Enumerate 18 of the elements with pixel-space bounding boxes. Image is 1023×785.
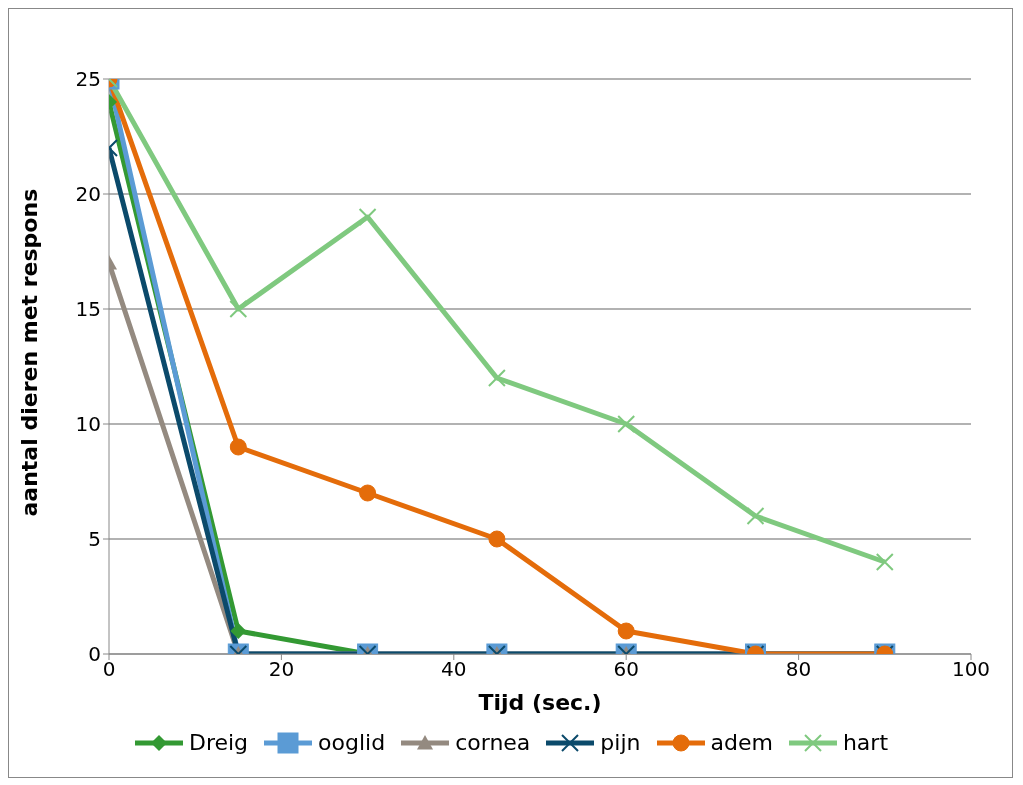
x-tick-label: 80 — [785, 657, 812, 682]
y-tick-label: 25 — [75, 67, 101, 92]
y-tick-label: 10 — [75, 412, 101, 437]
legend-label: hart — [842, 730, 889, 755]
x-axis-title: Tijd (sec.) — [478, 690, 602, 715]
legend-label: cornea — [455, 730, 531, 755]
y-axis-title: aantal dieren met respons — [16, 188, 42, 517]
x-tick-label: 100 — [951, 657, 991, 682]
y-tick-label: 15 — [75, 297, 101, 322]
x-tick-label: 40 — [441, 657, 467, 682]
legend-label: adem — [710, 730, 773, 755]
x-tick-label: 60 — [613, 657, 639, 682]
x-tick-label: 20 — [268, 657, 295, 682]
y-tick-label: 20 — [75, 182, 101, 207]
legend-label: pijn — [600, 730, 641, 755]
legend-label: ooglid — [318, 730, 386, 755]
legend-label: Dreig — [188, 730, 249, 755]
y-tick-label: 5 — [88, 527, 101, 552]
